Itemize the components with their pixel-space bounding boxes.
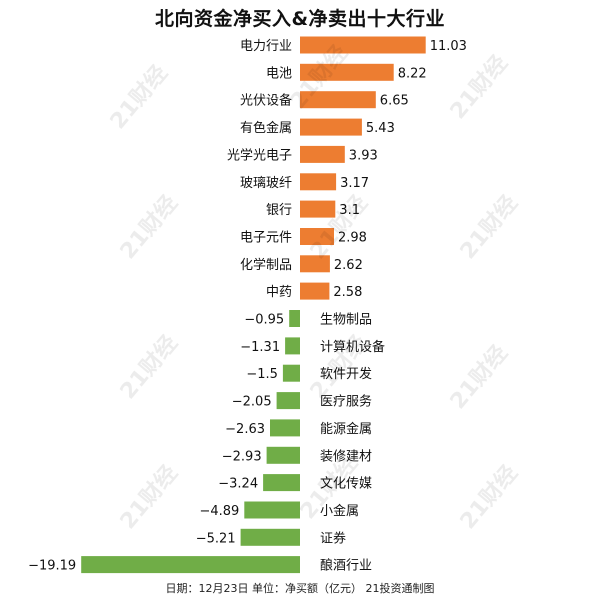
category-label: 证券	[320, 530, 346, 546]
bar-中药	[300, 282, 330, 300]
value-label: −0.95	[244, 313, 284, 328]
category-label: 能源金属	[320, 421, 372, 437]
bar-银行	[300, 200, 336, 218]
category-label: 电子元件	[240, 231, 292, 246]
value-label: 3.93	[349, 148, 378, 163]
bar-证券	[240, 528, 300, 546]
value-label: 6.65	[380, 94, 409, 109]
category-label: 软件开发	[320, 366, 372, 382]
bar-有色金属	[300, 118, 362, 136]
category-label: 装修建材	[320, 449, 372, 464]
bar-小金属	[244, 501, 300, 519]
category-label: 电池	[266, 66, 292, 81]
bar-生物制品	[289, 310, 300, 327]
value-label: −3.24	[218, 477, 258, 492]
value-label: −1.31	[240, 340, 280, 355]
value-label: −19.19	[28, 559, 76, 574]
category-label: 酿酒行业	[320, 558, 372, 574]
category-label: 银行	[266, 203, 292, 218]
category-label: 有色金属	[240, 120, 292, 136]
bar-电子元件	[300, 228, 334, 245]
bar-化学制品	[300, 255, 330, 273]
chart-title: 北向资金净买入&净卖出十大行业	[154, 8, 446, 30]
category-label: 中药	[266, 285, 292, 300]
category-label: 医疗服务	[320, 394, 372, 410]
value-label: −2.93	[222, 449, 262, 464]
bar-电力行业	[300, 36, 426, 54]
bar-光伏设备	[300, 91, 376, 109]
value-label: 5.43	[366, 121, 395, 136]
bar-能源金属	[270, 419, 300, 437]
category-label: 计算机设备	[320, 339, 385, 355]
bar-软件开发	[282, 364, 300, 382]
bar-酿酒行业	[81, 556, 300, 574]
category-label: 电力行业	[240, 39, 292, 54]
bar-医疗服务	[276, 392, 300, 410]
value-label: −4.89	[199, 504, 239, 519]
category-label: 光伏设备	[240, 93, 292, 109]
value-label: −5.21	[196, 531, 236, 546]
value-label: 8.22	[398, 66, 427, 81]
bar-装修建材	[266, 446, 300, 464]
bar-光学光电子	[300, 145, 345, 163]
value-label: 3.1	[339, 203, 360, 218]
value-label: −2.63	[225, 422, 265, 437]
bar-玻璃玻纤	[300, 173, 337, 191]
category-label: 玻璃玻纤	[240, 176, 292, 191]
value-label: −1.5	[246, 367, 278, 382]
category-label: 文化传媒	[320, 477, 372, 492]
bar-电池	[300, 63, 394, 81]
value-label: 2.58	[333, 285, 362, 300]
value-label: 2.98	[338, 231, 367, 246]
category-label: 生物制品	[320, 313, 372, 328]
value-label: 3.17	[340, 176, 369, 191]
category-label: 光学光电子	[227, 147, 292, 163]
value-label: −2.05	[232, 395, 272, 410]
bar-文化传媒	[263, 474, 300, 492]
bar-计算机设备	[285, 337, 300, 355]
value-label: 11.03	[430, 39, 467, 54]
value-label: 2.62	[334, 258, 363, 273]
category-label: 小金属	[320, 503, 359, 519]
category-label: 化学制品	[240, 257, 292, 273]
chart-footer: 日期：12月23日 单位：净买额（亿元） 21投资通制图	[165, 582, 435, 595]
